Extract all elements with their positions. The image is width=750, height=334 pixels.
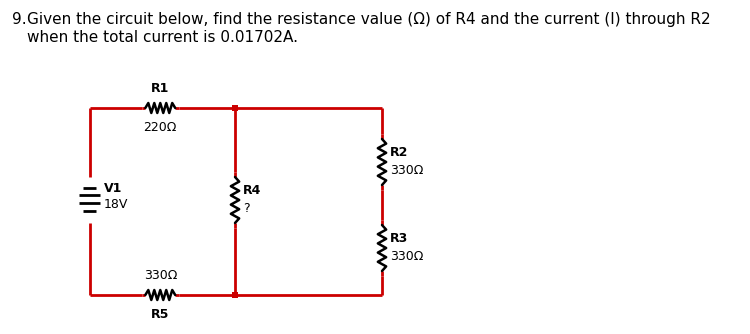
Text: 9.: 9. [13, 12, 27, 27]
Text: Given the circuit below, find the resistance value (Ω) of R4 and the current (I): Given the circuit below, find the resist… [26, 12, 710, 27]
Text: 330Ω: 330Ω [390, 164, 424, 176]
Text: when the total current is 0.01702A.: when the total current is 0.01702A. [26, 30, 298, 45]
Text: 220Ω: 220Ω [143, 121, 177, 134]
Text: V1: V1 [104, 181, 122, 194]
Text: R3: R3 [390, 231, 409, 244]
Text: 330Ω: 330Ω [390, 249, 424, 263]
Text: R2: R2 [390, 146, 409, 159]
Text: R5: R5 [151, 308, 170, 321]
Text: R4: R4 [243, 183, 262, 196]
Text: ?: ? [243, 201, 250, 214]
Text: 330Ω: 330Ω [143, 269, 177, 282]
Text: 18V: 18V [104, 197, 128, 210]
Text: R1: R1 [151, 82, 170, 95]
